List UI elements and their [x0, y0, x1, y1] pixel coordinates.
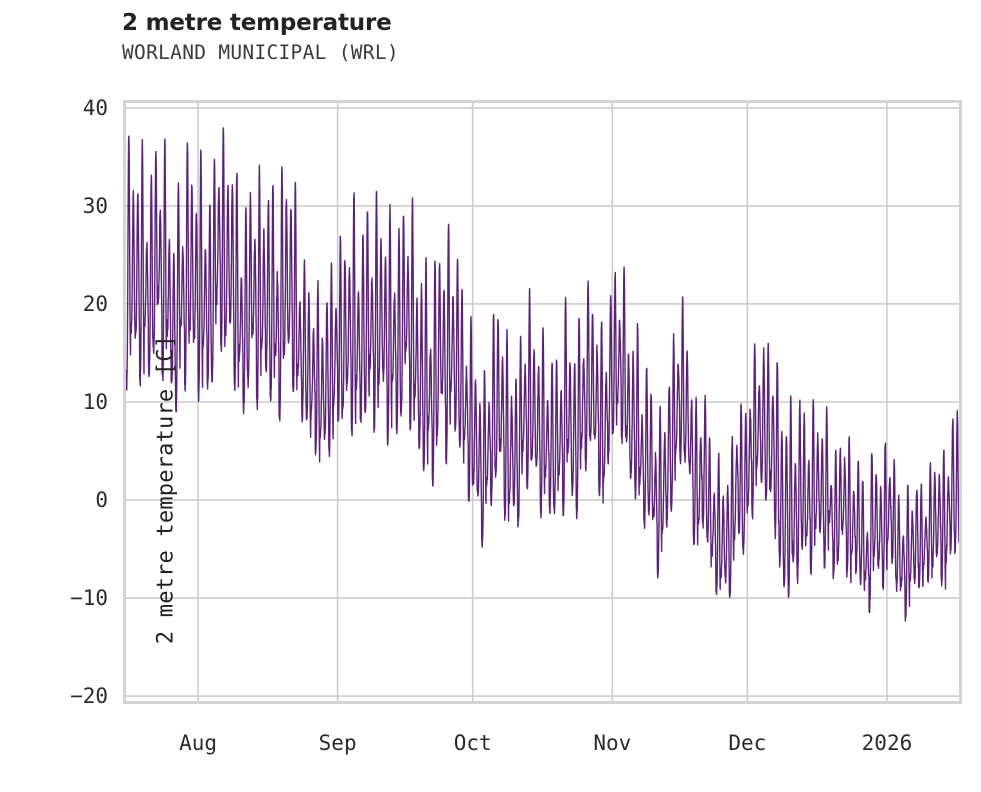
- y-tick-label: 30: [82, 193, 108, 218]
- temperature-line-path: [126, 127, 959, 622]
- temperature-series-line: [126, 127, 959, 622]
- y-tick-label: 40: [82, 95, 108, 120]
- y-axis-tick-labels: 40 30 20 10 0 −10 −20: [0, 96, 108, 708]
- page-title: 2 metre temperature: [122, 10, 392, 36]
- y-axis-label: 2 metre temperature [C]: [153, 334, 179, 645]
- title-block: 2 metre temperature WORLAND MUNICIPAL (W…: [122, 10, 399, 66]
- x-tick-label: Sep: [318, 731, 357, 755]
- y-tick-label: 0: [95, 488, 108, 513]
- plot-inner: [126, 103, 959, 701]
- chart-subtitle: WORLAND MUNICIPAL (WRL): [122, 41, 399, 64]
- y-tick-label: 10: [82, 390, 108, 414]
- y-tick-label: −20: [70, 684, 108, 709]
- x-tick-label: Nov: [593, 731, 632, 755]
- y-tick-label: −10: [70, 586, 108, 611]
- x-tick-label: Dec: [728, 731, 767, 755]
- x-axis-tick-labels: Aug Sep Oct Nov Dec 2026: [0, 731, 981, 761]
- y-tick-label: 20: [82, 291, 108, 316]
- x-tick-label: Aug: [179, 731, 217, 755]
- x-tick-label: 2026: [861, 731, 913, 755]
- x-tick-label: Oct: [453, 731, 492, 755]
- plot-area: 2 metre temperature [C]: [123, 100, 962, 704]
